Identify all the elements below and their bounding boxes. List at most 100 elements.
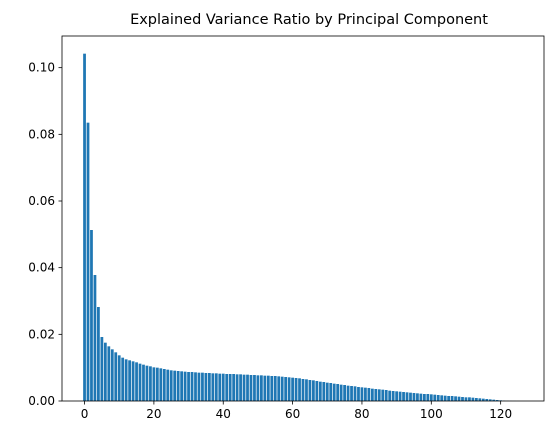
- x-axis-ticks: 0 20 40 60 80 100 120: [81, 401, 512, 421]
- bar: [291, 377, 294, 401]
- bar: [395, 391, 399, 401]
- bar: [412, 393, 416, 401]
- bar: [492, 399, 496, 401]
- bar: [457, 396, 461, 401]
- bar: [346, 385, 350, 401]
- bar: [228, 374, 232, 401]
- bar: [159, 368, 163, 401]
- bar: [298, 378, 301, 401]
- bar: [197, 372, 201, 401]
- bar: [322, 382, 326, 401]
- bar: [204, 373, 208, 401]
- bar: [471, 397, 475, 401]
- bar: [485, 399, 489, 401]
- bar: [377, 389, 381, 401]
- bar: [201, 372, 204, 401]
- bar: [194, 372, 197, 401]
- bar: [97, 307, 100, 401]
- bar: [214, 373, 218, 401]
- bar: [388, 390, 392, 401]
- bar: [495, 400, 499, 401]
- bar: [152, 367, 156, 401]
- bar: [318, 381, 322, 401]
- bar: [103, 342, 107, 401]
- bar: [166, 369, 170, 401]
- bar: [367, 388, 371, 401]
- bar: [360, 387, 364, 401]
- bar: [447, 396, 451, 401]
- bar: [384, 390, 388, 401]
- bar: [426, 394, 430, 401]
- y-tick-label: 0.04: [28, 261, 55, 275]
- bar: [325, 382, 329, 401]
- x-tick-label: 0: [81, 407, 89, 421]
- bar: [364, 387, 367, 401]
- x-tick-label: 40: [216, 407, 231, 421]
- bar: [478, 398, 482, 401]
- bar: [183, 371, 187, 401]
- bar: [131, 361, 135, 401]
- bar: [343, 385, 346, 401]
- x-tick-label: 100: [420, 407, 443, 421]
- bar: [315, 381, 319, 401]
- y-tick-label: 0.10: [28, 61, 55, 75]
- bar: [402, 392, 405, 401]
- bar: [405, 392, 409, 401]
- bar-series: [83, 53, 520, 402]
- bar: [277, 376, 281, 401]
- bar: [284, 377, 288, 401]
- bar: [173, 370, 177, 401]
- bar: [336, 384, 340, 401]
- plot-frame: [61, 35, 545, 402]
- bar: [232, 374, 236, 401]
- bar: [83, 53, 86, 402]
- bar: [474, 398, 478, 401]
- x-tick-label: 80: [354, 407, 369, 421]
- y-tick-label: 0.08: [28, 127, 55, 141]
- bar: [149, 366, 152, 401]
- bar: [374, 389, 378, 401]
- bar: [266, 375, 270, 401]
- bar: [207, 373, 211, 401]
- bar: [436, 395, 440, 401]
- bar: [339, 384, 343, 401]
- bar: [187, 372, 190, 401]
- bar: [253, 375, 256, 401]
- bar: [273, 376, 277, 401]
- bar: [381, 389, 385, 401]
- bar: [416, 393, 419, 401]
- bar: [235, 374, 239, 401]
- bar: [429, 394, 433, 401]
- bar: [350, 386, 353, 401]
- bar: [312, 380, 315, 401]
- x-tick-label: 60: [285, 407, 300, 421]
- bar: [176, 371, 180, 401]
- bar: [124, 359, 128, 401]
- bar: [332, 383, 336, 401]
- bar: [280, 376, 284, 401]
- bar: [260, 375, 263, 401]
- bar: [294, 378, 298, 401]
- y-tick-label: 0.02: [28, 327, 55, 341]
- bar: [242, 374, 246, 401]
- bar: [169, 370, 173, 401]
- bar: [138, 363, 142, 401]
- bar: [353, 386, 357, 401]
- bar: [422, 394, 426, 401]
- bar: [398, 391, 402, 401]
- bar: [263, 375, 267, 401]
- bar: [461, 397, 464, 401]
- y-tick-label: 0.00: [28, 394, 55, 408]
- bar: [239, 374, 242, 401]
- bar: [107, 346, 111, 401]
- bar: [180, 371, 184, 401]
- bar: [90, 230, 93, 401]
- bar: [357, 387, 360, 401]
- bar: [464, 397, 468, 401]
- bar: [128, 360, 131, 401]
- bar: [218, 373, 222, 401]
- y-tick-label: 0.06: [28, 194, 55, 208]
- y-axis-ticks: 0.00 0.02 0.04 0.06 0.08 0.10: [28, 61, 62, 408]
- bar: [305, 379, 308, 401]
- bar: [100, 337, 104, 401]
